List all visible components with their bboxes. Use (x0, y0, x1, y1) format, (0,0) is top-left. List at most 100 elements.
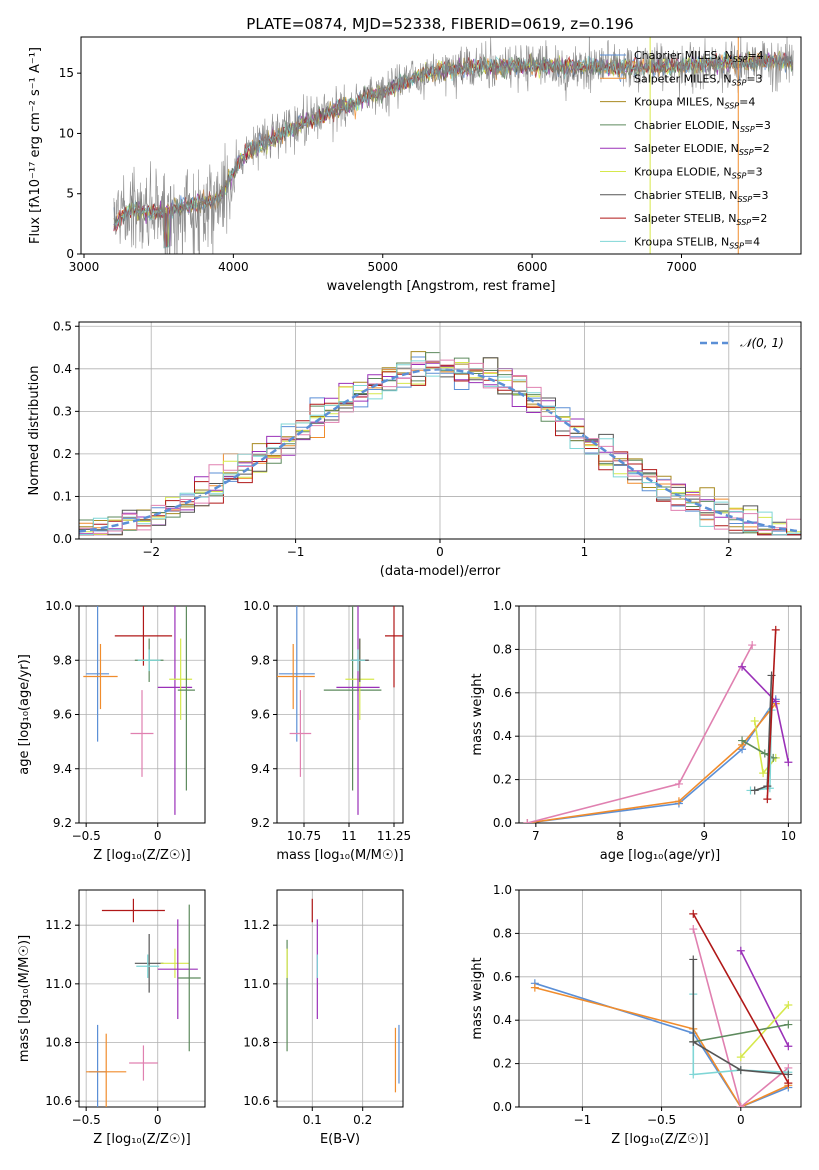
x-tick-label: 10.75 (287, 829, 321, 843)
y-tick-label: 11.2 (45, 918, 72, 932)
y-tick-label: 10.0 (243, 599, 270, 613)
x-tick-label: 7000 (666, 260, 697, 274)
y-tick-label: 0.4 (493, 729, 512, 743)
series-marker (689, 1037, 698, 1046)
series-line (527, 644, 753, 823)
x-tick-label: 5000 (367, 260, 398, 274)
axes-frame (518, 605, 802, 824)
errorbar-point (157, 919, 198, 1020)
series-marker (784, 1020, 793, 1029)
x-axis-label: wavelength [Angstrom, rest frame] (327, 279, 556, 294)
series-marker (689, 955, 698, 964)
x-axis-label: Z [log₁₀(Z/Z☉)] (611, 1132, 708, 1147)
y-tick-label: 11.2 (243, 918, 270, 932)
series-marker (784, 1001, 793, 1010)
errorbar-point (101, 898, 165, 923)
x-tick-label: 0 (436, 545, 444, 559)
series-marker (689, 909, 698, 918)
series-line (534, 986, 789, 1107)
series-line (692, 928, 789, 1107)
spectrum-series (113, 37, 794, 254)
y-axis-label: mass weight (470, 673, 485, 755)
errorbar-point (136, 954, 160, 978)
errorbar-point (137, 649, 161, 672)
series-marker (674, 797, 683, 806)
x-tick-label: −0.5 (72, 829, 101, 843)
series-marker (523, 819, 532, 823)
mass_vs_ebv-panel: 0.1 0.2 10.6 10.8 11.0 11.2 E(B-V) (243, 889, 404, 1147)
series-marker (674, 779, 683, 788)
y-tick-label: 0.2 (493, 773, 512, 787)
x-tick-label: 4000 (218, 260, 249, 274)
y-tick-label: 9.6 (251, 708, 270, 722)
x-tick-label: 0 (154, 829, 162, 843)
axes-frame (518, 889, 802, 1108)
series-line (766, 629, 777, 800)
massweight_vs_Z-series (530, 909, 793, 1107)
errorbar-point (169, 638, 193, 720)
y-axis-label: mass weight (470, 957, 485, 1039)
x-tick-label: 0.1 (303, 1113, 322, 1127)
y-tick-label: 1.0 (493, 599, 512, 613)
x-tick-label: 0 (154, 1113, 162, 1127)
series-line (527, 703, 777, 823)
massweight_vs_age-series (523, 625, 793, 823)
y-tick-label: 9.4 (251, 762, 270, 776)
series-line (753, 720, 777, 775)
errorbar-point (130, 690, 154, 777)
errorbar-point (350, 649, 366, 672)
errorbar-point (83, 643, 118, 710)
x-tick-label: 10 (781, 829, 796, 843)
x-tick-label: 11.25 (377, 829, 411, 843)
age_vs_Z-panel: −0.5 0 9.2 9.4 9.6 9.8 10.0 Z [log₁₀(Z/Z☉)] age … (17, 599, 206, 863)
series-marker (530, 983, 539, 992)
y-tick-label: 0 (66, 247, 74, 261)
series-marker (784, 1042, 793, 1051)
y-tick-label: 0.0 (493, 1100, 512, 1114)
errorbar-point (160, 948, 190, 978)
mass_vs_ebv-points (286, 898, 400, 1093)
series-marker (759, 769, 768, 778)
x-axis-label: age [log₁₀(age/yr)] (600, 848, 721, 863)
errorbar-point (86, 1033, 127, 1107)
series-marker (750, 786, 759, 795)
legend-label: Kroupa ELODIE, NSSP=3 (634, 166, 763, 181)
x-tick-label: 1 (581, 545, 589, 559)
y-tick-label: 0.6 (493, 686, 512, 700)
y-tick-label: 9.8 (251, 653, 270, 667)
massweight_vs_Z-panel: −1 −0.5 0 0.0 0.2 0.4 0.6 0.8 1.0 Z [log₁₀(Z/Z☉)]… (470, 883, 802, 1147)
y-axis-label: Flux [fλ10⁻¹⁷ erg cm⁻² s⁻¹ A⁻¹] (28, 47, 43, 244)
series-marker (771, 697, 780, 706)
series-marker (736, 1053, 745, 1062)
y-tick-label: 9.2 (251, 816, 270, 830)
errorbar-point (86, 606, 110, 742)
series-marker (784, 1079, 793, 1088)
errorbar-point (277, 643, 315, 710)
series-marker (771, 625, 780, 634)
legend-label: Chabrier STELIB, NSSP=3 (634, 189, 768, 204)
axes-frame (276, 605, 404, 824)
y-tick-label: 0.1 (53, 489, 72, 503)
x-tick-label: 6000 (517, 260, 548, 274)
spectrum-lines (113, 37, 794, 254)
y-tick-label: 0.0 (53, 532, 72, 546)
series-line (692, 959, 789, 1076)
x-tick-label: 8 (616, 829, 624, 843)
axes-frame (78, 605, 206, 824)
x-tick-label: −2 (142, 545, 160, 559)
errorbar-point (129, 1045, 158, 1081)
y-tick-label: 0.4 (53, 362, 72, 376)
y-axis-label: mass [log₁₀(M/M☉)] (17, 935, 32, 1062)
y-tick-label: 9.2 (53, 816, 72, 830)
spectrum-legend: Chabrier MILES, NSSP=4 Salpeter MILES, NS… (600, 49, 771, 250)
legend-label: Salpeter MILES, NSSP=3 (634, 72, 763, 87)
y-tick-label: 10.0 (45, 599, 72, 613)
series-marker (784, 758, 793, 767)
y-tick-label: 0.8 (493, 642, 512, 656)
series-line (693, 1023, 789, 1043)
errorbar-point (177, 904, 201, 1052)
y-tick-label: 0.2 (53, 447, 72, 461)
errorbar-point (323, 606, 382, 791)
y-tick-label: 9.8 (53, 653, 72, 667)
y-tick-label: 0.2 (493, 1057, 512, 1071)
